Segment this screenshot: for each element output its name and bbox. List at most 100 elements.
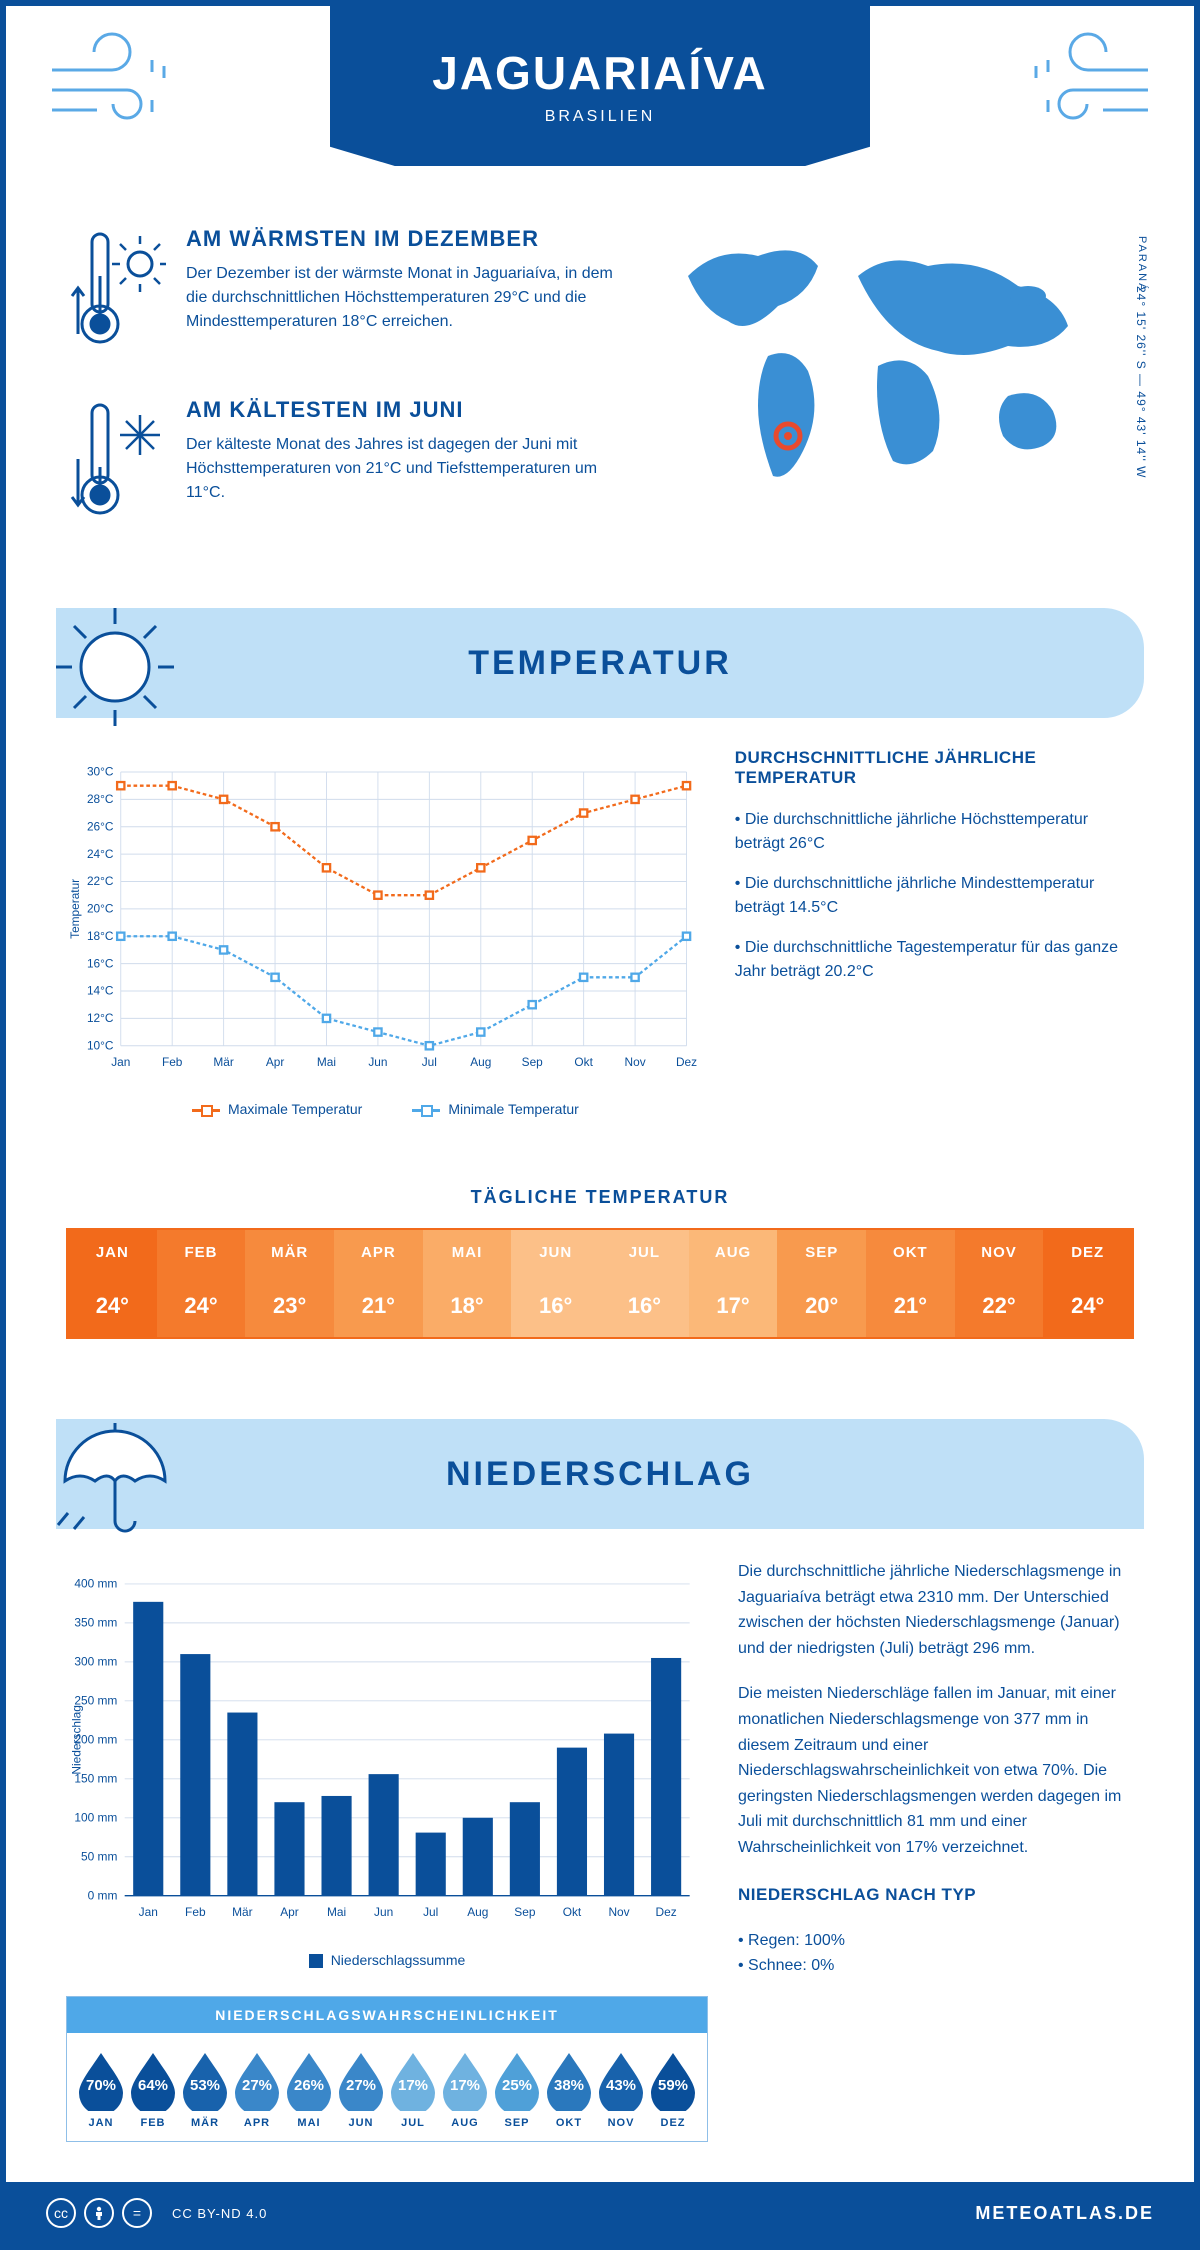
probability-drop: 25% SEP — [491, 2051, 543, 2129]
temp-note: • Die durchschnittliche jährliche Mindes… — [735, 872, 1134, 920]
precipitation-banner: NIEDERSCHLAG — [56, 1419, 1144, 1529]
svg-text:Jul: Jul — [422, 1055, 437, 1069]
page-subtitle: BRASILIEN — [545, 108, 656, 126]
precipitation-section: 0 mm50 mm100 mm150 mm200 mm250 mm300 mm3… — [6, 1529, 1194, 2182]
svg-text:Jun: Jun — [368, 1055, 387, 1069]
world-map-icon — [658, 226, 1098, 506]
svg-text:Aug: Aug — [467, 1905, 488, 1919]
by-icon — [84, 2198, 114, 2228]
temp-value: 22° — [955, 1275, 1044, 1337]
probability-drop: 70% JAN — [75, 2051, 127, 2129]
svg-text:400 mm: 400 mm — [74, 1577, 117, 1591]
svg-text:Niederschlag: Niederschlag — [70, 1705, 84, 1775]
svg-text:Mär: Mär — [232, 1905, 253, 1919]
title-band: JAGUARIAÍVA BRASILIEN — [330, 6, 870, 166]
temp-value: 16° — [511, 1275, 600, 1337]
svg-text:Jan: Jan — [111, 1055, 130, 1069]
sun-icon — [50, 602, 180, 737]
svg-text:18°C: 18°C — [87, 929, 114, 943]
month-header: JUL — [600, 1230, 689, 1275]
coldest-heading: AM KÄLTESTEN IM JUNI — [186, 397, 638, 423]
svg-text:26°C: 26°C — [87, 819, 114, 833]
precip-type-item: • Regen: 100% — [738, 1928, 1134, 1954]
warmest-text: Der Dezember ist der wärmste Monat in Ja… — [186, 262, 638, 334]
svg-text:50 mm: 50 mm — [81, 1849, 117, 1863]
svg-text:Jul: Jul — [423, 1905, 438, 1919]
month-header: AUG — [689, 1230, 778, 1275]
svg-text:Feb: Feb — [162, 1055, 183, 1069]
month-header: SEP — [777, 1230, 866, 1275]
license-block: cc = CC BY-ND 4.0 — [46, 2198, 267, 2228]
svg-text:22°C: 22°C — [87, 874, 114, 888]
month-header: JAN — [68, 1230, 157, 1275]
probability-drop: 64% FEB — [127, 2051, 179, 2129]
probability-drop: 53% MÄR — [179, 2051, 231, 2129]
svg-text:Okt: Okt — [574, 1055, 593, 1069]
warmest-heading: AM WÄRMSTEN IM DEZEMBER — [186, 226, 638, 252]
coordinates: 24° 15' 26'' S — 49° 43' 14'' W — [1134, 286, 1148, 478]
svg-text:30°C: 30°C — [87, 765, 114, 779]
svg-text:Mai: Mai — [317, 1055, 336, 1069]
temp-note: • Die durchschnittliche jährliche Höchst… — [735, 808, 1134, 856]
temp-value: 18° — [423, 1275, 512, 1337]
svg-text:Okt: Okt — [563, 1905, 582, 1919]
svg-text:10°C: 10°C — [87, 1038, 114, 1052]
banner-title: TEMPERATUR — [468, 644, 732, 683]
probability-drop: 17% JUL — [387, 2051, 439, 2129]
bar-legend-label: Niederschlagssumme — [331, 1952, 466, 1968]
month-header: NOV — [955, 1230, 1044, 1275]
temperature-section: 10°C12°C14°C16°C18°C20°C22°C24°C26°C28°C… — [6, 718, 1194, 1157]
header: JAGUARIAÍVA BRASILIEN — [6, 6, 1194, 206]
svg-text:Jan: Jan — [139, 1905, 158, 1919]
svg-text:Apr: Apr — [280, 1905, 299, 1919]
precip-type-item: • Schnee: 0% — [738, 1953, 1134, 1979]
probability-box: NIEDERSCHLAGSWAHRSCHEINLICHKEIT 70% JAN … — [66, 1996, 708, 2142]
umbrella-icon — [50, 1413, 180, 1548]
svg-text:Dez: Dez — [676, 1055, 697, 1069]
temp-value: 20° — [777, 1275, 866, 1337]
svg-text:0 mm: 0 mm — [88, 1888, 118, 1902]
temp-value: 17° — [689, 1275, 778, 1337]
banner-title: NIEDERSCHLAG — [446, 1455, 754, 1494]
temp-value: 24° — [1043, 1275, 1132, 1337]
precipitation-bar-chart: 0 mm50 mm100 mm150 mm200 mm250 mm300 mm3… — [66, 1559, 708, 1939]
region-label: PARANÁ — [1136, 236, 1148, 292]
thermometer-snow-icon — [66, 397, 166, 532]
svg-text:24°C: 24°C — [87, 847, 114, 861]
brand: METEOATLAS.DE — [975, 2203, 1154, 2224]
svg-text:16°C: 16°C — [87, 956, 114, 970]
month-header: MÄR — [245, 1230, 334, 1275]
svg-text:100 mm: 100 mm — [74, 1810, 117, 1824]
month-header: APR — [334, 1230, 423, 1275]
month-header: MAI — [423, 1230, 512, 1275]
probability-drop: 27% APR — [231, 2051, 283, 2129]
svg-text:28°C: 28°C — [87, 792, 114, 806]
probability-drop: 43% NOV — [595, 2051, 647, 2129]
svg-text:Feb: Feb — [185, 1905, 206, 1919]
temperature-banner: TEMPERATUR — [56, 608, 1144, 718]
probability-drop: 38% OKT — [543, 2051, 595, 2129]
page-title: JAGUARIAÍVA — [432, 46, 768, 100]
precip-paragraph: Die durchschnittliche jährliche Niedersc… — [738, 1559, 1134, 1661]
svg-text:Nov: Nov — [625, 1055, 646, 1069]
precip-type-heading: NIEDERSCHLAG NACH TYP — [738, 1881, 1134, 1908]
svg-text:Mai: Mai — [327, 1905, 346, 1919]
probability-heading: NIEDERSCHLAGSWAHRSCHEINLICHKEIT — [67, 1997, 707, 2033]
temperature-line-chart: 10°C12°C14°C16°C18°C20°C22°C24°C26°C28°C… — [66, 748, 705, 1088]
probability-drop: 27% JUN — [335, 2051, 387, 2129]
temp-value: 16° — [600, 1275, 689, 1337]
svg-text:12°C: 12°C — [87, 1011, 114, 1025]
precip-paragraph: Die meisten Niederschläge fallen im Janu… — [738, 1681, 1134, 1860]
svg-text:20°C: 20°C — [87, 902, 114, 916]
temp-value: 23° — [245, 1275, 334, 1337]
cc-icon: cc — [46, 2198, 76, 2228]
bar-chart-legend: Niederschlagssumme — [66, 1952, 708, 1968]
nd-icon: = — [122, 2198, 152, 2228]
month-header: JUN — [511, 1230, 600, 1275]
license-text: CC BY-ND 4.0 — [172, 2206, 267, 2221]
legend-max: Maximale Temperatur — [228, 1101, 362, 1117]
svg-text:Sep: Sep — [514, 1905, 536, 1919]
page: JAGUARIAÍVA BRASILIEN — [0, 0, 1200, 2250]
month-header: OKT — [866, 1230, 955, 1275]
probability-drop: 26% MAI — [283, 2051, 335, 2129]
